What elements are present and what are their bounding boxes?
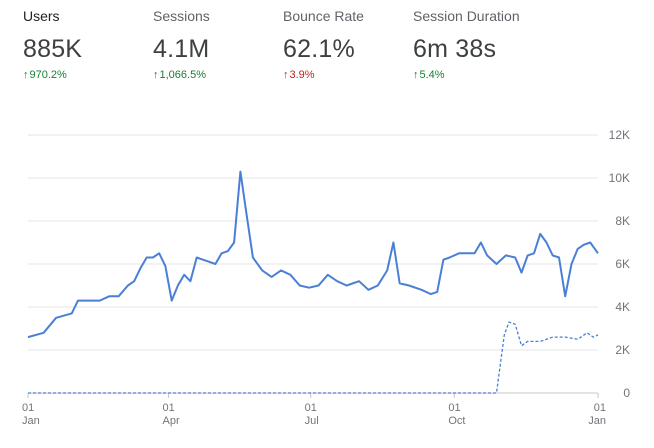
metric-label: Session Duration xyxy=(413,8,520,24)
y-tick-label: 0 xyxy=(623,386,630,400)
metric-session-duration[interactable]: Session Duration 6m 38s ↑5.4% xyxy=(413,8,520,81)
x-tick-day: 01 xyxy=(448,402,460,414)
arrow-up-icon: ↑ xyxy=(413,69,419,81)
metric-value: 6m 38s xyxy=(413,35,497,63)
metric-change: ↑970.2% xyxy=(23,69,82,81)
metric-value: 885K xyxy=(23,35,83,63)
metric-value: 4.1M xyxy=(153,35,210,63)
comparison-series-line xyxy=(28,321,599,394)
x-tick-month: Apr xyxy=(163,415,180,427)
metric-bounce-rate[interactable]: Bounce Rate 62.1% ↑3.9% xyxy=(283,8,364,81)
metric-value: 62.1% xyxy=(283,35,355,63)
arrow-up-icon: ↑ xyxy=(23,69,29,81)
change-percent: 5.4% xyxy=(419,69,445,81)
change-percent: 970.2% xyxy=(29,69,67,81)
y-tick-label: 2K xyxy=(615,343,630,357)
arrow-up-icon: ↑ xyxy=(153,69,159,81)
y-tick-label: 6K xyxy=(615,257,630,271)
metric-sessions[interactable]: Sessions 4.1M ↑1,066.5% xyxy=(153,8,210,81)
metric-change: ↑3.9% xyxy=(283,69,364,81)
users-series-line xyxy=(27,170,599,339)
metric-label: Sessions xyxy=(153,8,210,24)
metric-change: ↑5.4% xyxy=(413,69,520,81)
x-tick-month: Oct xyxy=(448,415,465,427)
y-tick-label: 12K xyxy=(609,128,630,142)
metric-label: Users xyxy=(23,8,60,24)
x-tick-month: Jan xyxy=(588,415,606,427)
x-tick-day: 01 xyxy=(305,402,317,414)
metric-users[interactable]: Users 885K ↑970.2% xyxy=(23,8,82,81)
y-tick-label: 8K xyxy=(615,214,630,228)
x-tick-day: 01 xyxy=(22,402,34,414)
x-tick-day: 01 xyxy=(594,402,606,414)
x-tick-month: Jan xyxy=(22,415,40,427)
y-tick-label: 4K xyxy=(615,300,630,314)
metric-change: ↑1,066.5% xyxy=(153,69,210,81)
x-tick-day: 01 xyxy=(163,402,175,414)
change-percent: 3.9% xyxy=(289,69,315,81)
metric-label: Bounce Rate xyxy=(283,8,364,24)
y-tick-label: 10K xyxy=(609,171,630,185)
arrow-up-icon: ↑ xyxy=(283,69,289,81)
change-percent: 1,066.5% xyxy=(159,69,206,81)
x-tick-month: Jul xyxy=(305,415,319,427)
metrics-panel: Users 885K ↑970.2% Sessions 4.1M ↑1,066.… xyxy=(0,0,654,90)
